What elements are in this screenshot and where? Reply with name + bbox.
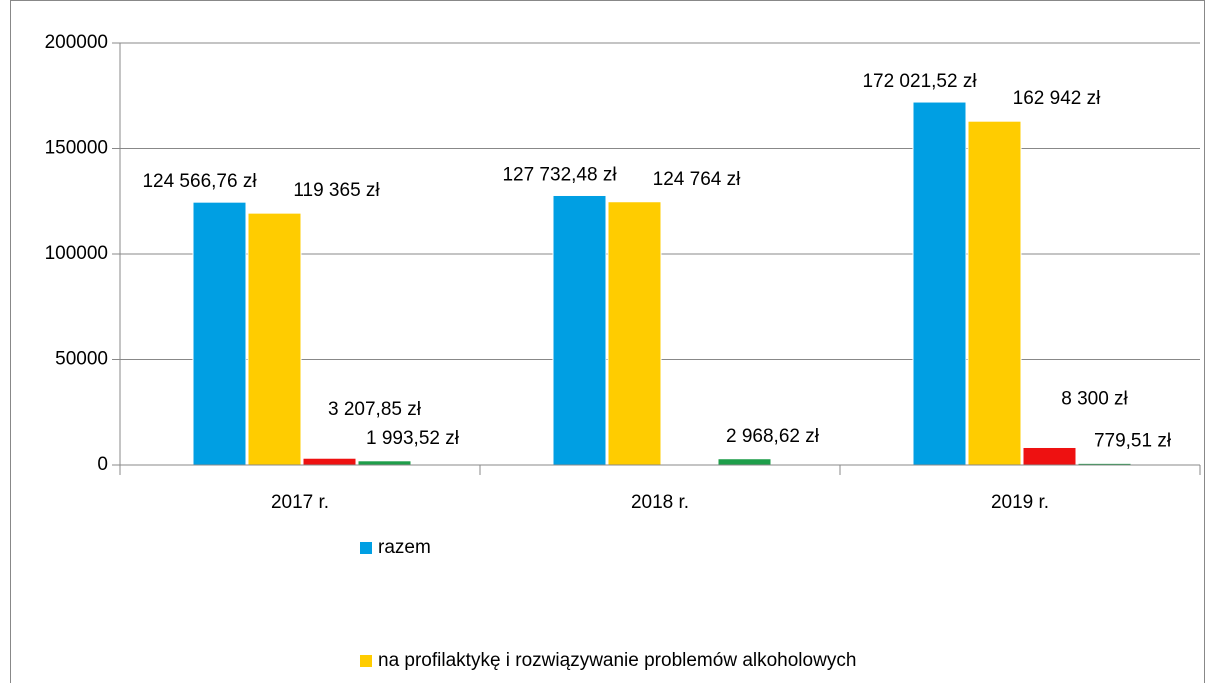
bar <box>912 101 967 466</box>
y-tick-label: 50000 <box>55 349 108 370</box>
legend-entry: razem <box>360 536 878 560</box>
data-label: 162 942 zł <box>1013 88 1101 109</box>
y-tick-label: 200000 <box>45 32 108 53</box>
x-tick-label: 2019 r. <box>991 492 1049 513</box>
data-label: 124 764 zł <box>653 169 741 190</box>
data-label: 3 207,85 zł <box>328 399 422 420</box>
bar <box>192 201 247 466</box>
legend-label: razem <box>378 537 431 558</box>
y-tick-label: 0 <box>97 454 108 475</box>
bar <box>302 457 357 466</box>
data-label: 127 732,48 zł <box>502 165 617 186</box>
x-tick-label: 2018 r. <box>631 492 689 513</box>
bar <box>967 120 1022 466</box>
data-label: 8 300 zł <box>1061 389 1128 410</box>
legend-swatch <box>360 542 372 554</box>
data-label: 172 021,52 zł <box>862 71 977 92</box>
legend-swatch <box>360 655 372 667</box>
y-tick-label: 100000 <box>45 243 108 264</box>
data-label: 779,51 zł <box>1094 430 1172 451</box>
data-label: 2 968,62 zł <box>726 426 820 447</box>
bar <box>1022 446 1077 466</box>
chart-frame <box>10 0 1205 683</box>
bar <box>717 458 772 466</box>
bar <box>552 194 607 466</box>
y-tick-label: 150000 <box>45 138 108 159</box>
x-tick-label: 2017 r. <box>271 492 329 513</box>
legend-entry: na profilaktykę i rozwiązywanie problemó… <box>360 649 878 673</box>
bar <box>357 460 412 466</box>
data-label: 1 993,52 zł <box>366 428 460 449</box>
bar <box>247 212 302 466</box>
data-label: 119 365 zł <box>293 180 380 201</box>
legend-label: na profilaktykę i rozwiązywanie problemó… <box>378 650 857 671</box>
data-label: 124 566,76 zł <box>142 171 257 192</box>
bar <box>607 201 662 466</box>
